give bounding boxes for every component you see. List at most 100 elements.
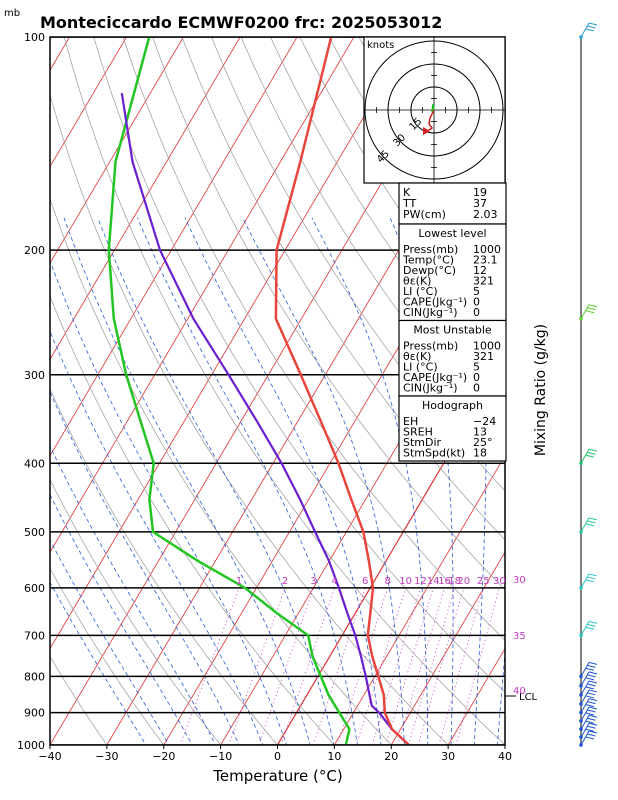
- moist-adiabat-line: [97, 217, 335, 745]
- moist-adiabat-line: [50, 539, 170, 745]
- mixing-ratio-line: [312, 587, 366, 745]
- sounding-profiles: [107, 37, 410, 745]
- dry-adiabat-line: [50, 197, 392, 745]
- hodograph-stats-row-value: 18: [473, 447, 487, 460]
- mixing-ratio-label: 25: [477, 576, 490, 587]
- mixing-ratio-label: 16: [438, 576, 451, 587]
- temperature-tick-label: 10: [327, 750, 341, 763]
- wind-barb-staff: [580, 714, 590, 730]
- pressure-tick-label: 1000: [17, 739, 45, 752]
- wind-barb-feather: [588, 722, 598, 726]
- wind-barb-staff: [580, 730, 590, 746]
- x-axis-label: Temperature (°C): [212, 767, 342, 785]
- wind-barb-feather: [587, 451, 596, 455]
- temperature-tick-label: 40: [498, 750, 512, 763]
- pressure-tick-label: 500: [24, 526, 45, 539]
- moist-adiabat-line: [242, 217, 405, 745]
- hodograph-trace: [423, 103, 435, 135]
- moist-adiabat-line: [50, 330, 264, 745]
- mixing-ratio-label: 6: [362, 576, 368, 587]
- moist-adiabat-line: [496, 648, 505, 745]
- lowest-level-row-label: LI (°C): [403, 285, 438, 298]
- most-unstable-row-label: CAPE(Jkg⁻¹): [403, 371, 467, 384]
- wind-barb-staff: [580, 722, 590, 738]
- pressure-tick-label: 600: [24, 582, 45, 595]
- dry-adiabat-line: [506, 37, 618, 760]
- dewpoint-profile: [107, 37, 351, 745]
- most-unstable-row-label: LI (°C): [403, 361, 438, 374]
- most-unstable-row-label: θε(K): [403, 350, 431, 363]
- lowest-level-header: Lowest level: [418, 227, 486, 240]
- dry-adiabat-line: [63, 37, 505, 745]
- hodograph-stats-row-value: −24: [473, 415, 496, 428]
- wind-barb-feather: [585, 712, 595, 716]
- moist-adiabat-line: [50, 493, 193, 745]
- wind-barb-feather: [587, 683, 596, 687]
- temperature-tick-label: −20: [152, 750, 175, 763]
- wind-barb-feather: [585, 677, 595, 681]
- index-label: TT: [402, 197, 417, 210]
- mixing-ratio-lines: [179, 587, 500, 745]
- wind-barb-feather: [587, 717, 596, 721]
- wind-barb-feather: [587, 701, 596, 705]
- wind-barb-feather: [587, 692, 596, 696]
- mixing-ratio-axis-label: Mixing Ratio (g/kg): [533, 324, 549, 456]
- temperature-tick-label: −10: [209, 750, 232, 763]
- wind-barb-feather: [585, 523, 595, 527]
- isotherm-line: [0, 21, 22, 760]
- moist-adiabat-line: [50, 581, 147, 745]
- wind-barb-feather: [585, 579, 595, 583]
- wind-barb-feather: [585, 686, 595, 690]
- wind-barb-feather: [585, 28, 595, 32]
- lowest-level-row-label: CIN(Jkg⁻¹): [403, 306, 458, 319]
- mixing-ratio-label: 14: [427, 576, 440, 587]
- indices-box: [398, 182, 507, 225]
- wind-barb-staff: [580, 517, 590, 533]
- wind-barb-feather: [588, 730, 598, 734]
- dry-adiabat-line: [50, 655, 108, 745]
- mixing-ratio-label: 10: [399, 576, 412, 587]
- wind-barb-feather: [587, 25, 596, 29]
- wind-barb-feather: [588, 517, 598, 521]
- temperature-tick-labels: −40 −30 −20 −10 0 10 20 30 40: [38, 745, 512, 763]
- wind-barb-feather: [585, 728, 595, 732]
- dry-adiabat-line: [152, 37, 505, 591]
- wind-barb-feather: [588, 680, 598, 684]
- most-unstable-header: Most Unstable: [413, 324, 492, 337]
- wind-barb-feather: [585, 454, 595, 458]
- mixing-ratio-line: [397, 587, 446, 745]
- most-unstable-row-label: CIN(Jkg⁻¹): [403, 382, 458, 395]
- wind-barb-column: [579, 22, 598, 747]
- lowest-level-row-label: Press(mb): [403, 243, 458, 256]
- dry-adiabat-line: [50, 567, 165, 745]
- hodograph-stats-header: Hodograph: [422, 399, 483, 412]
- mixing-ratio-label: 8: [385, 576, 391, 587]
- isotherm-line: [390, 551, 505, 745]
- temperature-tick-label: 0: [274, 750, 281, 763]
- wind-barb-feather: [588, 573, 598, 577]
- mixing-ratio-line: [407, 587, 456, 745]
- wind-barb-staff: [580, 449, 590, 464]
- pressure-tick-label: 100: [24, 31, 45, 44]
- wind-barb-staff: [580, 698, 590, 713]
- wind-barb-staff: [580, 706, 590, 722]
- pressure-tick-labels: 100 200 300 400 500 600 700 800 900 1000: [17, 31, 45, 752]
- hodograph-stats-row-label: StmSpd(kt): [403, 447, 465, 460]
- index-value: 37: [473, 197, 487, 210]
- lowest-level-row-label: θε(K): [403, 275, 431, 288]
- wind-barb-staff: [580, 671, 590, 687]
- moist-adiabat-line: [137, 217, 358, 745]
- moist-adiabat-label: 35: [513, 631, 526, 642]
- wind-barb-feather: [588, 689, 598, 693]
- dry-adiabat-line: [50, 295, 335, 745]
- wind-barb-feather: [587, 725, 596, 729]
- lowest-level-row-label: CAPE(Jkg⁻¹): [403, 296, 467, 309]
- dry-adiabat-line: [93, 37, 505, 693]
- dry-adiabat-lines: [50, 37, 618, 760]
- pressure-tick-label: 900: [24, 707, 45, 720]
- wind-barb-feather: [588, 698, 598, 702]
- pressure-unit-label: mb: [4, 8, 20, 19]
- isotherm-line: [50, 37, 127, 168]
